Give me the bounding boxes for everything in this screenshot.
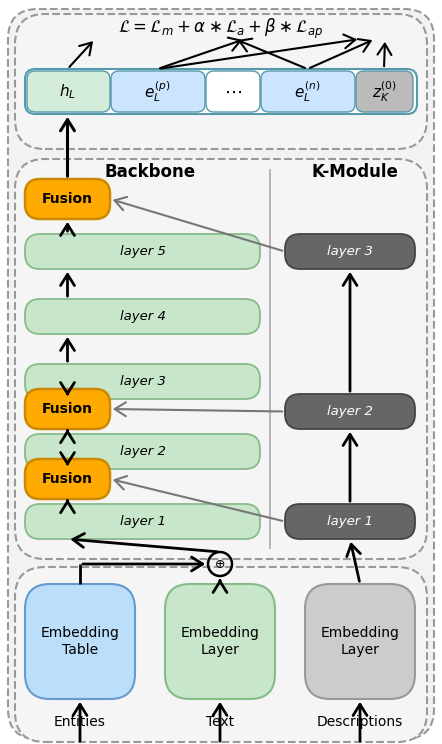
FancyBboxPatch shape	[285, 234, 415, 269]
Text: $h_L$: $h_L$	[59, 82, 76, 101]
Text: Descriptions: Descriptions	[317, 715, 403, 729]
FancyBboxPatch shape	[285, 394, 415, 429]
FancyBboxPatch shape	[356, 71, 413, 112]
FancyBboxPatch shape	[25, 364, 260, 399]
FancyBboxPatch shape	[165, 584, 275, 699]
Text: layer 1: layer 1	[120, 515, 165, 528]
Text: layer 5: layer 5	[120, 245, 165, 258]
FancyBboxPatch shape	[27, 71, 110, 112]
Text: $\cdots$: $\cdots$	[224, 83, 241, 100]
FancyBboxPatch shape	[15, 159, 427, 559]
Text: Embedding
Layer: Embedding Layer	[320, 626, 400, 657]
Text: layer 1: layer 1	[327, 515, 373, 528]
Text: K-Module: K-Module	[312, 163, 398, 181]
Text: $\mathcal{L} = \mathcal{L}_m + \alpha \ast \mathcal{L}_a + \beta \ast \mathcal{L: $\mathcal{L} = \mathcal{L}_m + \alpha \a…	[118, 17, 324, 41]
FancyBboxPatch shape	[25, 234, 260, 269]
Text: Fusion: Fusion	[42, 192, 93, 206]
Text: layer 2: layer 2	[120, 445, 165, 458]
FancyBboxPatch shape	[111, 71, 205, 112]
FancyBboxPatch shape	[25, 459, 110, 499]
FancyBboxPatch shape	[15, 14, 427, 149]
Text: layer 2: layer 2	[327, 405, 373, 418]
FancyBboxPatch shape	[25, 584, 135, 699]
FancyBboxPatch shape	[15, 567, 427, 742]
FancyBboxPatch shape	[25, 69, 417, 114]
FancyBboxPatch shape	[25, 504, 260, 539]
Text: Fusion: Fusion	[42, 472, 93, 486]
Text: Text: Text	[206, 715, 234, 729]
Text: layer 3: layer 3	[327, 245, 373, 258]
Text: layer 4: layer 4	[120, 310, 165, 323]
FancyBboxPatch shape	[206, 71, 260, 112]
Text: layer 3: layer 3	[120, 375, 165, 388]
Text: Embedding
Table: Embedding Table	[41, 626, 119, 657]
Text: $e_L^{(p)}$: $e_L^{(p)}$	[145, 79, 171, 104]
FancyBboxPatch shape	[305, 584, 415, 699]
Text: Entities: Entities	[54, 715, 106, 729]
Text: Fusion: Fusion	[42, 402, 93, 416]
FancyBboxPatch shape	[8, 9, 434, 739]
FancyBboxPatch shape	[25, 434, 260, 469]
FancyBboxPatch shape	[25, 299, 260, 334]
Text: Embedding
Layer: Embedding Layer	[181, 626, 259, 657]
Text: $\oplus$: $\oplus$	[214, 557, 226, 571]
Text: Backbone: Backbone	[104, 163, 195, 181]
FancyBboxPatch shape	[285, 504, 415, 539]
FancyBboxPatch shape	[25, 389, 110, 429]
FancyBboxPatch shape	[261, 71, 355, 112]
FancyBboxPatch shape	[25, 179, 110, 219]
Text: $e_L^{(n)}$: $e_L^{(n)}$	[294, 79, 320, 104]
Text: $z_K^{(0)}$: $z_K^{(0)}$	[372, 79, 396, 104]
